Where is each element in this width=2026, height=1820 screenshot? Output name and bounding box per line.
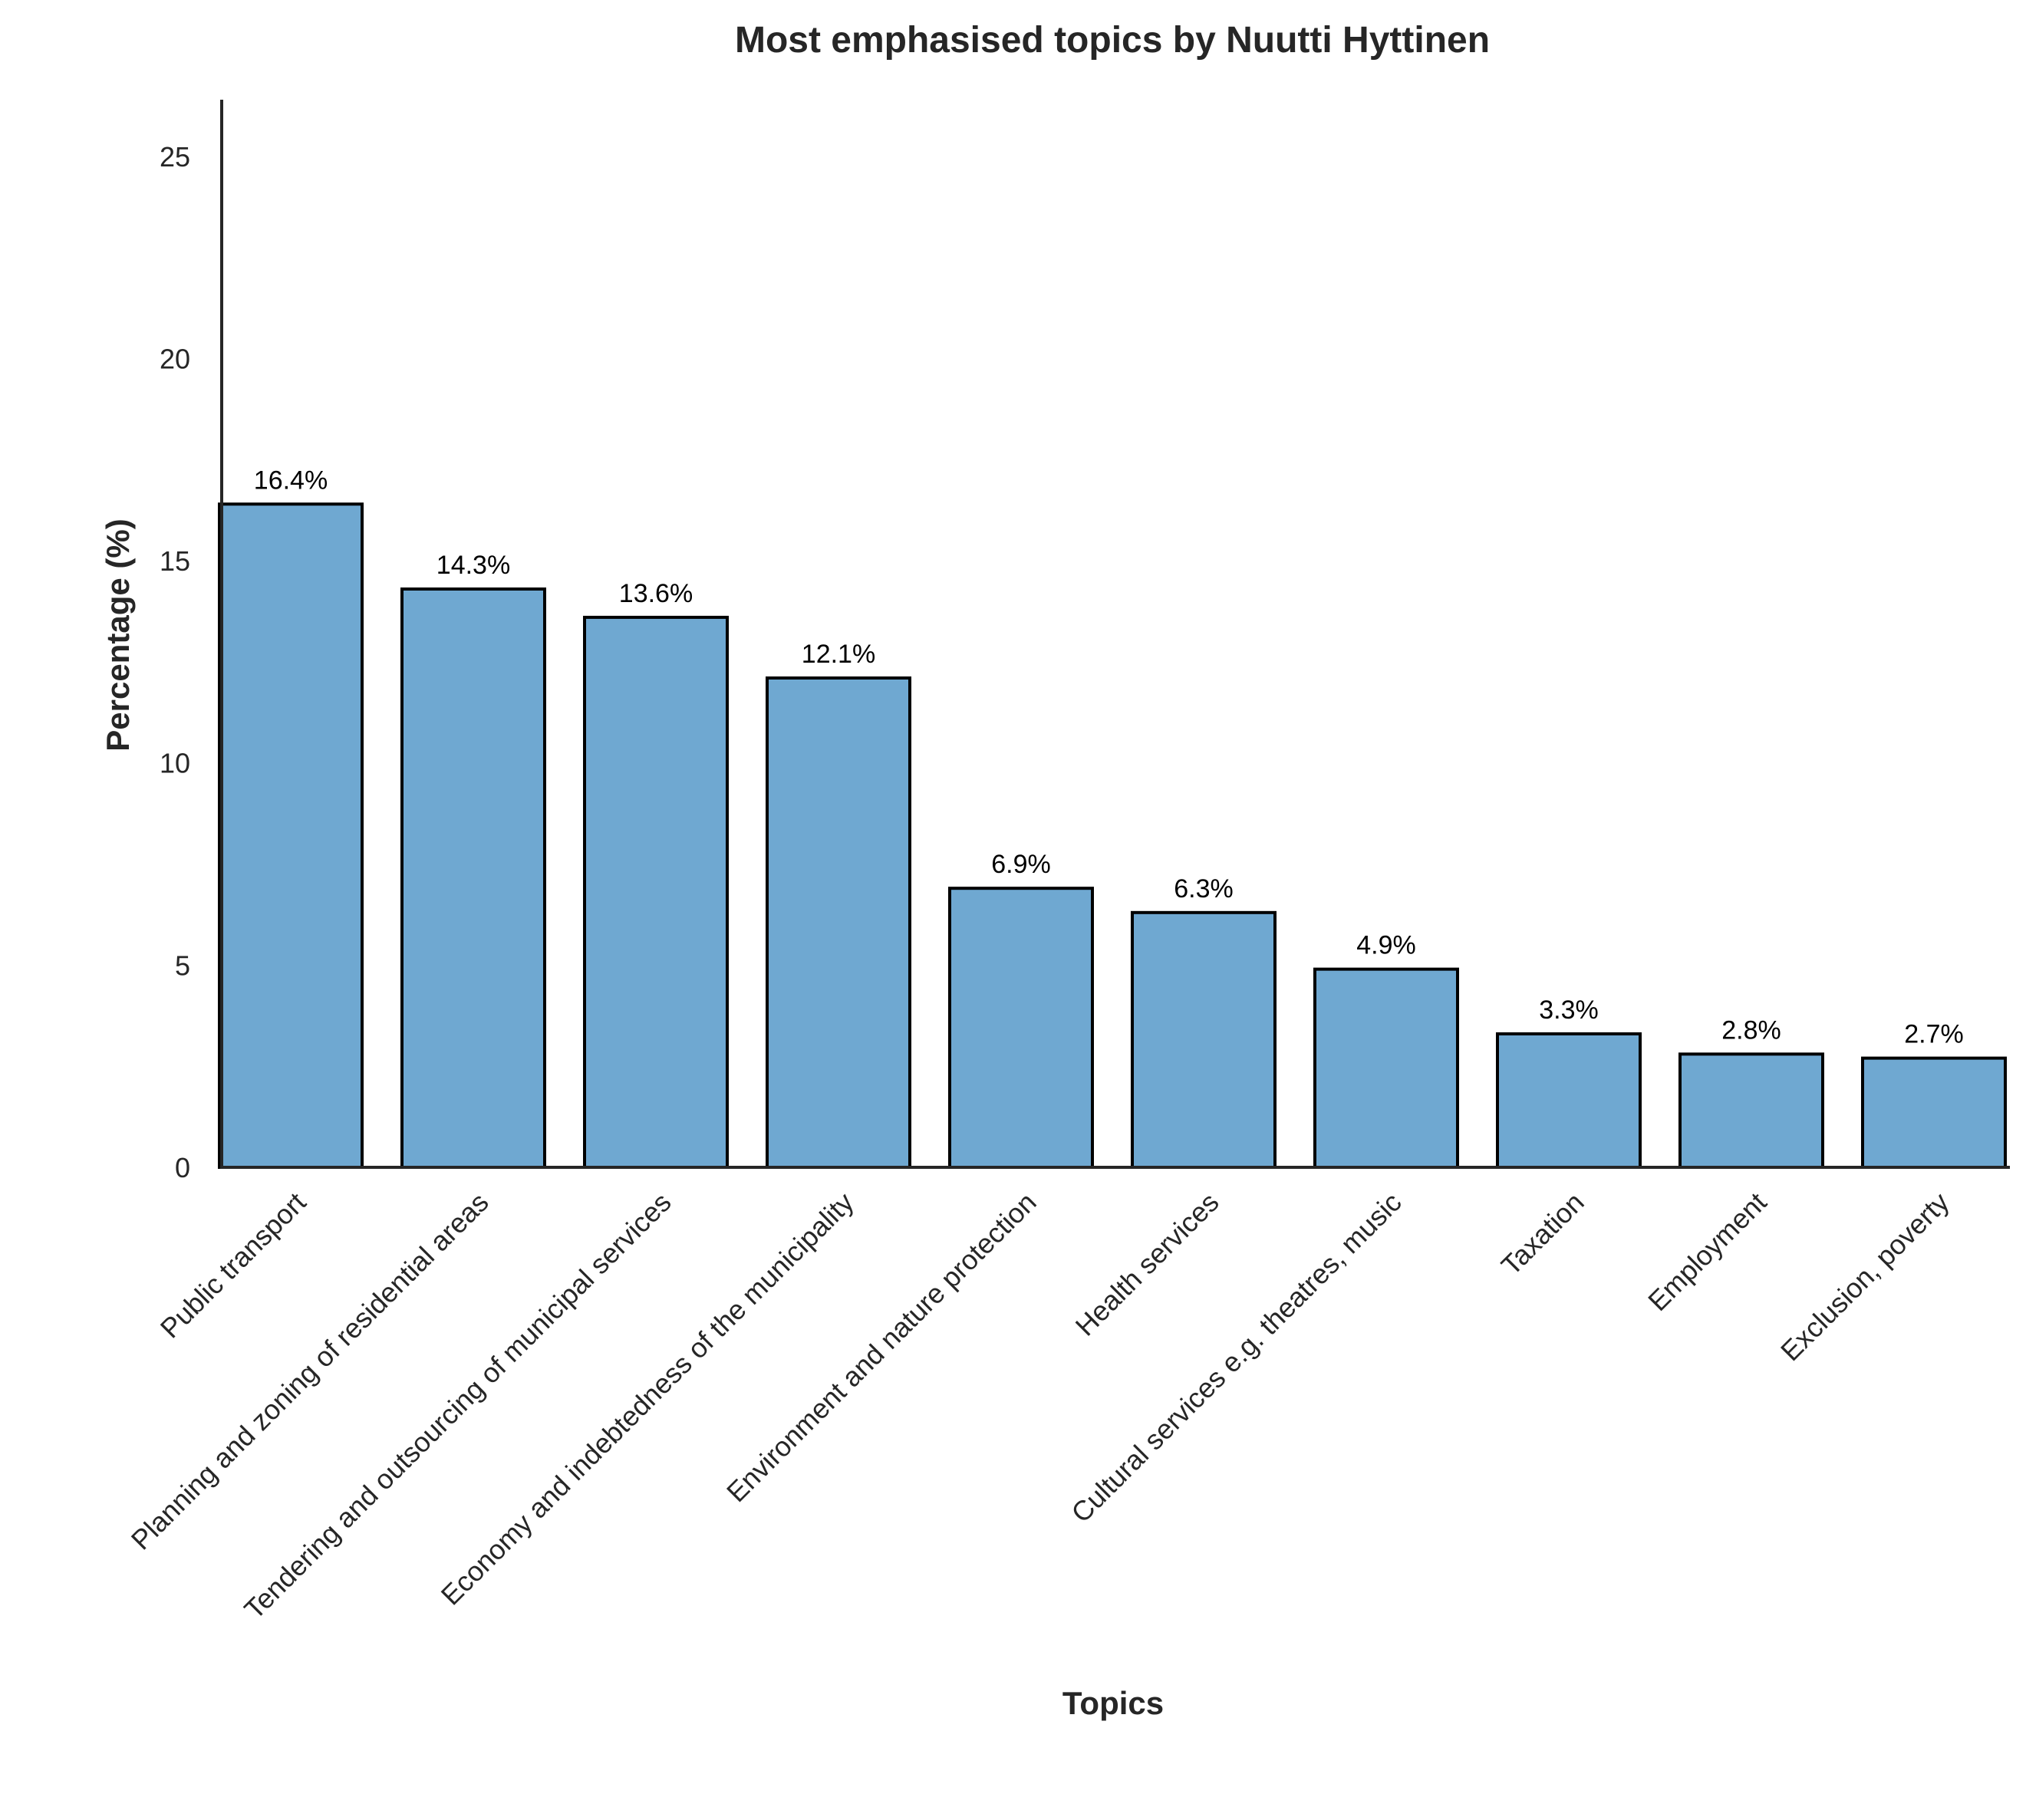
data-labels-group: 16.4% 14.3% 13.6% 12.1% 6.9% 6.3% 4.9% 3.3% 2.8%…: [254, 466, 1964, 1048]
bar: [948, 887, 1094, 1169]
bar: [766, 676, 911, 1169]
data-label: 6.9%: [991, 850, 1051, 879]
data-label: 6.3%: [1174, 874, 1234, 903]
x-tick-label: Public transport: [154, 1186, 312, 1344]
y-axis-label: Percentage (%): [100, 518, 136, 751]
bar: [1861, 1056, 2007, 1169]
data-label: 3.3%: [1539, 996, 1599, 1025]
data-label: 2.7%: [1904, 1020, 1964, 1049]
bar: [1496, 1032, 1642, 1169]
data-label: 14.3%: [436, 551, 510, 580]
y-tick-label: 5: [175, 949, 190, 981]
bar: [1678, 1052, 1824, 1170]
x-tick-label: Economy and indebtedness of the municipa…: [435, 1186, 860, 1611]
data-label: 4.9%: [1356, 931, 1416, 960]
bar: [218, 502, 364, 1169]
x-tick-label: Environment and nature protection: [720, 1186, 1043, 1509]
data-label: 13.6%: [619, 579, 693, 608]
bar: [1131, 910, 1277, 1170]
data-label: 2.8%: [1721, 1015, 1781, 1045]
y-tick-label: 0: [175, 1152, 190, 1183]
x-axis-label: Topics: [1062, 1685, 1164, 1721]
x-tick-label: Cultural services e.g. theatres, music: [1065, 1186, 1407, 1529]
x-tick-label: Health services: [1069, 1186, 1225, 1342]
y-tick-label: 15: [160, 545, 190, 577]
bars-group: [218, 502, 2007, 1170]
bar: [583, 615, 729, 1169]
y-tick-label: 25: [160, 141, 190, 173]
y-tick-label: 10: [160, 748, 190, 779]
x-tick-label: Tendering and outsourcing of municipal s…: [238, 1186, 677, 1625]
x-tick-label: Employment: [1642, 1186, 1772, 1317]
x-tick-label: Exclusion, poverty: [1774, 1186, 1955, 1367]
bar: [400, 587, 546, 1169]
bar: [1313, 967, 1459, 1169]
x-tick-label: Planning and zoning of residential areas: [125, 1186, 495, 1556]
chart-title: Most emphasised topics by Nuutti Hyttine…: [735, 20, 1490, 61]
data-label: 12.1%: [802, 640, 875, 669]
data-label: 16.4%: [254, 466, 328, 495]
y-tick-label: 20: [160, 343, 190, 374]
x-tick-label: Taxation: [1495, 1186, 1590, 1282]
y-axis-ticks: 0 5 10 15 20 25: [160, 141, 190, 1183]
